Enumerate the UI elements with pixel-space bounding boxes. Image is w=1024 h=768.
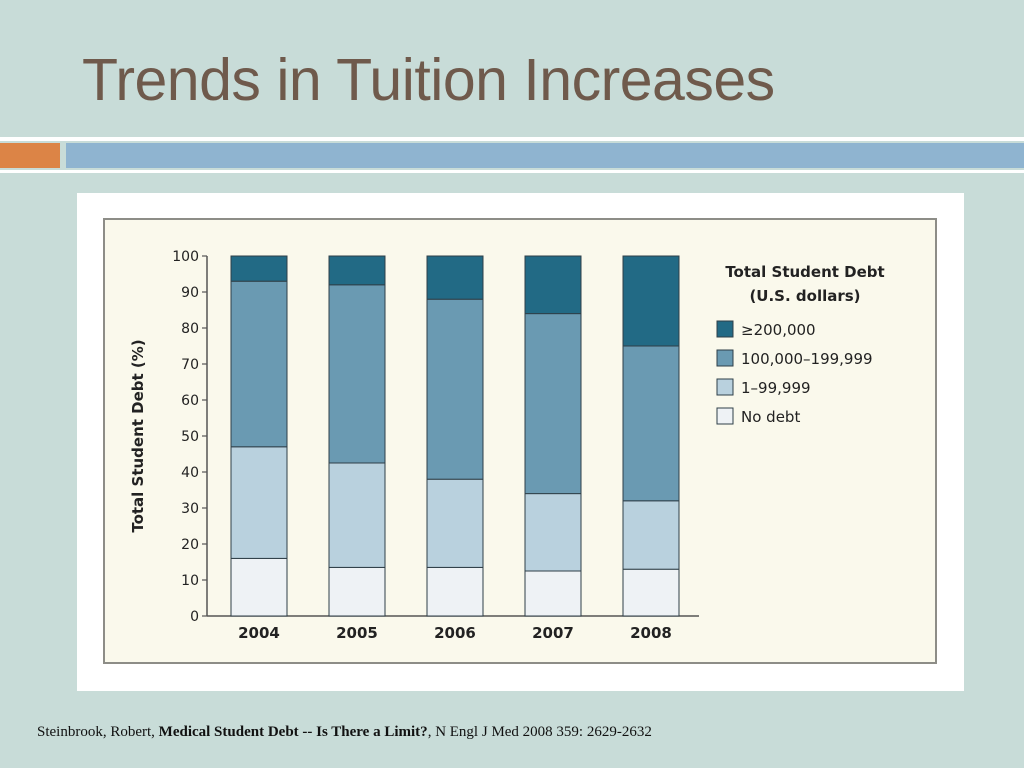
y-tick-label: 60 xyxy=(181,393,199,409)
citation-article: Medical Student Debt -- Is There a Limit… xyxy=(158,724,428,740)
y-tick-label: 50 xyxy=(181,429,199,445)
y-tick-label: 70 xyxy=(181,357,199,373)
legend-label: ≥200,000 xyxy=(741,321,816,339)
x-tick-label: 2004 xyxy=(238,624,280,642)
bar-segment xyxy=(230,280,288,448)
y-tick-label: 20 xyxy=(181,537,199,553)
legend-swatch xyxy=(716,349,734,367)
bar-segment xyxy=(328,566,386,617)
bar-segment xyxy=(426,478,484,568)
bar-segment xyxy=(622,500,680,570)
y-tick-label: 30 xyxy=(181,501,199,517)
y-tick-label: 40 xyxy=(181,465,199,481)
title-divider-bottom xyxy=(0,170,1024,173)
y-tick-label: 0 xyxy=(190,609,199,625)
figure-card: 0 10 20 30 40 50 60 70 80 90 100 Total Student Debt… xyxy=(77,193,964,691)
bar-segment xyxy=(622,345,680,502)
x-tick-label: 2006 xyxy=(434,624,476,642)
bar-segment xyxy=(524,313,582,495)
y-tick-label: 90 xyxy=(181,285,199,301)
legend-subtitle: (U.S. dollars) xyxy=(749,287,860,305)
slide-title: Trends in Tuition Increases xyxy=(82,47,775,113)
bar-segment xyxy=(328,284,386,464)
bar-segment xyxy=(426,298,484,480)
x-tick-label: 2007 xyxy=(532,624,574,642)
bar-segment xyxy=(426,255,484,300)
y-tick-label: 80 xyxy=(181,321,199,337)
x-tick-label: 2005 xyxy=(336,624,378,642)
y-tick-label: 100 xyxy=(172,249,199,265)
bar-segment xyxy=(328,462,386,568)
title-divider-top xyxy=(0,137,1024,141)
bar-segment xyxy=(524,255,582,315)
x-tick-label: 2008 xyxy=(630,624,672,642)
bar-segment xyxy=(524,570,582,617)
bar-segment xyxy=(230,557,288,617)
accent-bar-orange xyxy=(0,143,60,168)
citation-journal: , N Engl J Med 2008 359: 2629-2632 xyxy=(427,724,652,740)
legend-label: 1–99,999 xyxy=(741,379,811,397)
y-tick-label: 10 xyxy=(181,573,199,589)
citation-author: Steinbrook, Robert, xyxy=(37,724,159,740)
legend-swatch xyxy=(716,378,734,396)
citation: Steinbrook, Robert, Medical Student Debt… xyxy=(37,724,652,741)
bar-segment xyxy=(426,566,484,617)
stacked-bar-chart: 0 10 20 30 40 50 60 70 80 90 100 Total Student Debt… xyxy=(129,249,885,642)
bar-segment xyxy=(622,568,680,617)
y-axis-label: Total Student Debt (%) xyxy=(129,339,147,532)
bar-segment xyxy=(230,446,288,559)
legend-swatch xyxy=(716,320,734,338)
legend-swatch xyxy=(716,407,734,425)
legend-title: Total Student Debt xyxy=(725,263,884,281)
bar-segment xyxy=(524,493,582,572)
bar-segment xyxy=(328,255,386,286)
accent-bar-blue xyxy=(66,143,1024,168)
legend-label: No debt xyxy=(741,408,800,426)
legend-label: 100,000–199,999 xyxy=(741,350,873,368)
bar-segment xyxy=(230,255,288,282)
chart-panel: 0 10 20 30 40 50 60 70 80 90 100 Total Student Debt… xyxy=(103,218,937,664)
bar-segment xyxy=(622,255,680,347)
